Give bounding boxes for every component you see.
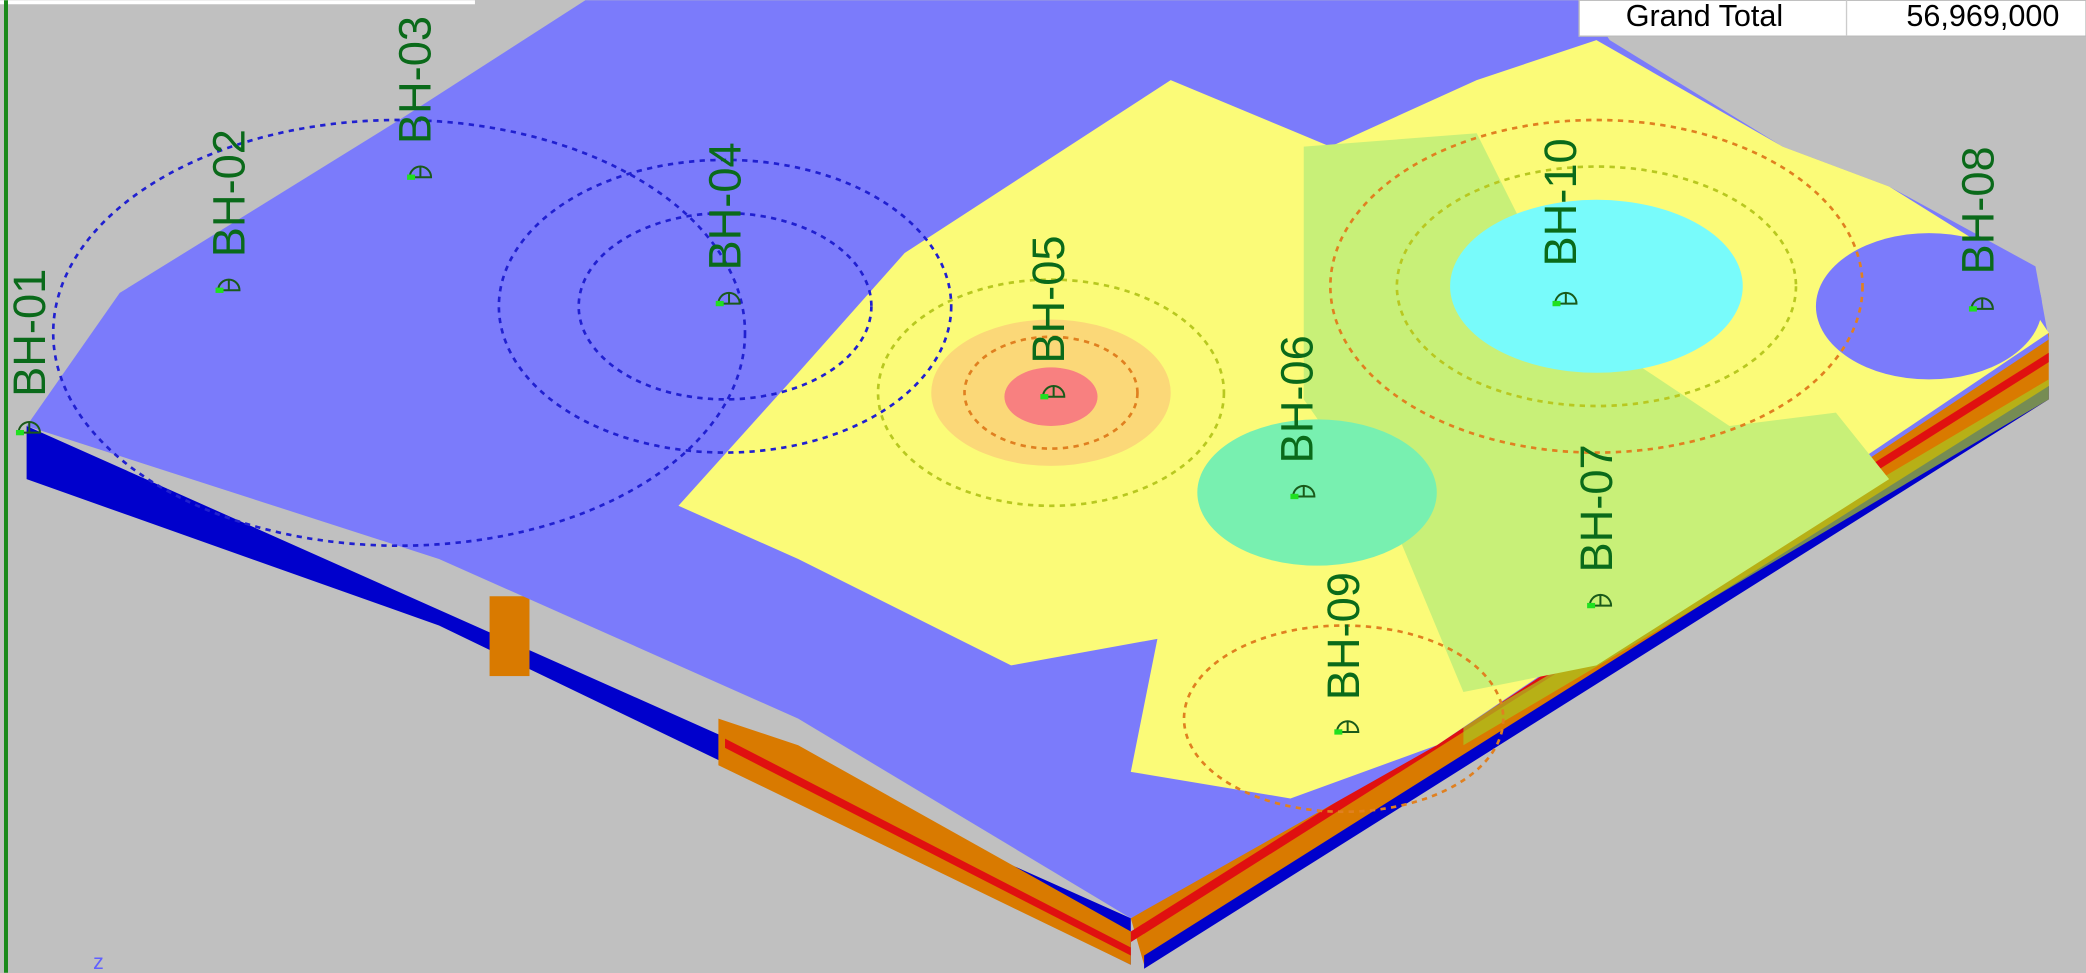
borehole-label: BH-08 [1953,146,2004,274]
contours [51,118,1864,814]
layer [489,596,530,677]
table-strip [0,0,475,5]
borehole-symbol [1042,385,1066,398]
borehole-label: BH-05 [1023,235,1074,363]
green-spot [1197,419,1437,566]
blue-zone [1815,233,2043,380]
borehole-label: BH-03 [390,16,441,144]
borehole-symbol [717,292,741,305]
borehole-symbol [1588,594,1613,607]
layer [725,738,1131,956]
borehole-label: BH-06 [1272,335,1323,463]
borehole-symbol [408,165,433,179]
table-value: 56,969,000 [1906,0,2059,33]
borehole-symbol [1554,292,1578,305]
borehole-label: BH-04 [700,142,751,270]
borehole-symbol [1970,297,1994,310]
boreholes: BH-01 BH-02 BH-03 BH-04 BH-05 BH-06 BH-07 BH-08… [4,16,2004,735]
borehole-marker [1552,300,1561,307]
summary-table [1578,0,2086,37]
cyan-zone [1450,199,1743,373]
borehole-symbol [1336,720,1360,733]
borehole-marker [1334,729,1343,735]
borehole-marker [215,287,224,293]
side-face-left [26,425,1131,965]
borehole-label: BH-01 [4,269,55,397]
borehole-symbol [17,421,41,434]
axis-label: z [93,950,104,973]
borehole-label: BH-10 [1535,138,1586,266]
borehole-label: BH-07 [1571,444,1622,572]
borehole-label: BH-09 [1318,572,1369,700]
borehole-marker [1587,602,1596,609]
table-label: Grand Total [1626,0,1784,33]
borehole-marker [715,300,724,307]
green-zone [1303,133,1890,693]
borehole-marker [15,429,24,436]
borehole-marker [1968,306,1977,312]
borehole-symbol [217,278,241,292]
borehole-marker [1290,493,1299,500]
borehole-label: BH-02 [203,129,254,257]
borehole-marker [407,174,416,180]
borehole-symbol [1292,484,1316,498]
left-edge [3,0,8,973]
borehole-marker [1040,394,1049,400]
